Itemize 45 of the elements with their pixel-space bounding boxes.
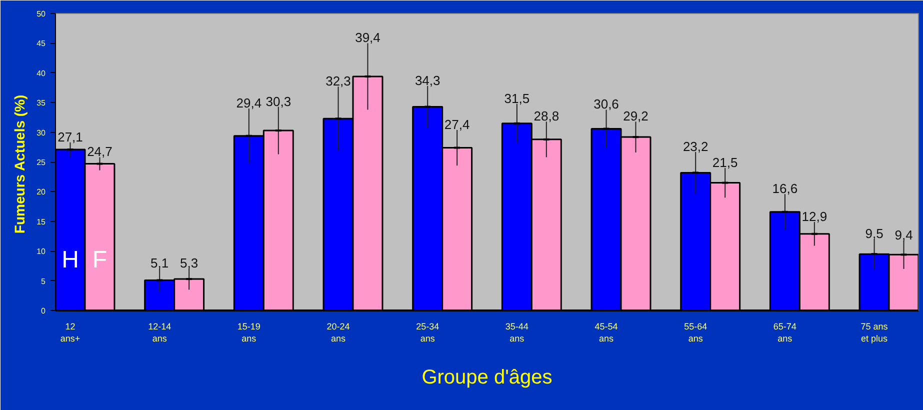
y-tick-label: 0 xyxy=(41,306,46,316)
data-label: 31,5 xyxy=(504,90,530,106)
data-label: 32,3 xyxy=(326,74,351,89)
y-axis-title: Fumeurs Actuels (%) xyxy=(12,94,28,234)
data-label: 28,8 xyxy=(534,108,560,124)
y-tick-label: 50 xyxy=(36,10,46,18)
x-tick-label: 20-24 ans xyxy=(326,322,350,344)
data-label: 30,6 xyxy=(594,96,619,112)
x-axis-title: Groupe d'âges xyxy=(422,366,552,388)
y-tick-label: 5 xyxy=(41,276,46,286)
x-tick-label: 15-19 ans xyxy=(237,322,260,344)
y-tick-label: 20 xyxy=(36,188,46,197)
data-label: 16,6 xyxy=(772,181,798,196)
x-tick-label: 75 ans et plus xyxy=(860,322,888,344)
y-tick-label: 35 xyxy=(36,98,46,108)
x-tick-label: 12-14 ans xyxy=(148,322,172,344)
y-tick-label: 25 xyxy=(36,158,46,167)
data-label: 5,1 xyxy=(150,255,169,270)
x-tick-label: 65-74 ans xyxy=(773,322,796,344)
data-label: 24,7 xyxy=(87,144,112,160)
y-tick-label: 45 xyxy=(36,39,46,48)
data-label: 30,3 xyxy=(266,94,292,109)
data-label: 29,4 xyxy=(236,96,262,111)
y-tick-label: 15 xyxy=(36,217,46,226)
data-label: 12,9 xyxy=(802,208,828,224)
series-label: H xyxy=(62,246,79,274)
data-label: 9,4 xyxy=(894,227,913,242)
data-label: 27,4 xyxy=(444,116,470,132)
y-tick-label: 40 xyxy=(36,68,46,78)
x-tick-label: 12 ans+ xyxy=(60,322,80,344)
data-label: 23,2 xyxy=(682,138,708,154)
x-tick-label: 55-64 ans xyxy=(684,322,708,344)
x-tick-label: 25-34 ans xyxy=(416,322,440,344)
data-label: 34,3 xyxy=(414,72,440,88)
x-tick-label: 45-54 ans xyxy=(594,322,618,344)
data-label: 5,3 xyxy=(180,255,198,270)
x-tick-label: 35-44 ans xyxy=(505,322,528,344)
data-label: 27,1 xyxy=(58,129,83,144)
series-label: F xyxy=(92,246,108,274)
y-tick-label: 30 xyxy=(36,128,46,138)
data-label: 39,4 xyxy=(355,30,380,46)
y-tick-label: 10 xyxy=(36,247,46,256)
data-label: 29,2 xyxy=(623,108,648,124)
data-label: 9,5 xyxy=(865,226,884,242)
data-label: 21,5 xyxy=(712,154,738,170)
